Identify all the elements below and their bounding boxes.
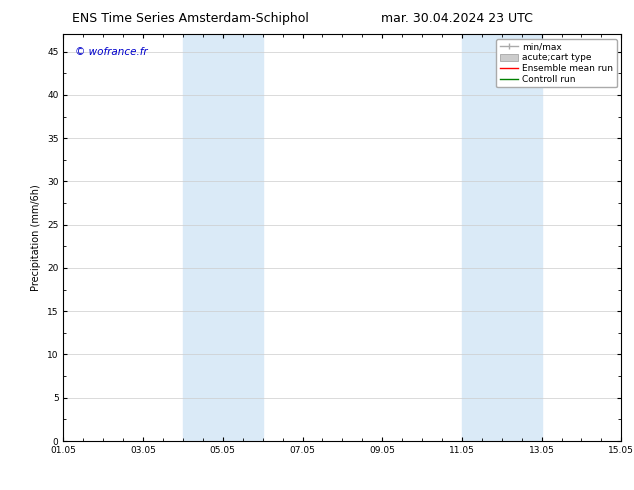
Legend: min/max, acute;cart type, Ensemble mean run, Controll run: min/max, acute;cart type, Ensemble mean … [496, 39, 617, 87]
Y-axis label: Precipitation (mm/6h): Precipitation (mm/6h) [32, 184, 41, 291]
Bar [183, 34, 262, 441]
Text: ENS Time Series Amsterdam-Schiphol: ENS Time Series Amsterdam-Schiphol [72, 12, 309, 25]
Text: © wofrance.fr: © wofrance.fr [75, 47, 147, 56]
Text: mar. 30.04.2024 23 UTC: mar. 30.04.2024 23 UTC [380, 12, 533, 25]
Bar [462, 34, 541, 441]
